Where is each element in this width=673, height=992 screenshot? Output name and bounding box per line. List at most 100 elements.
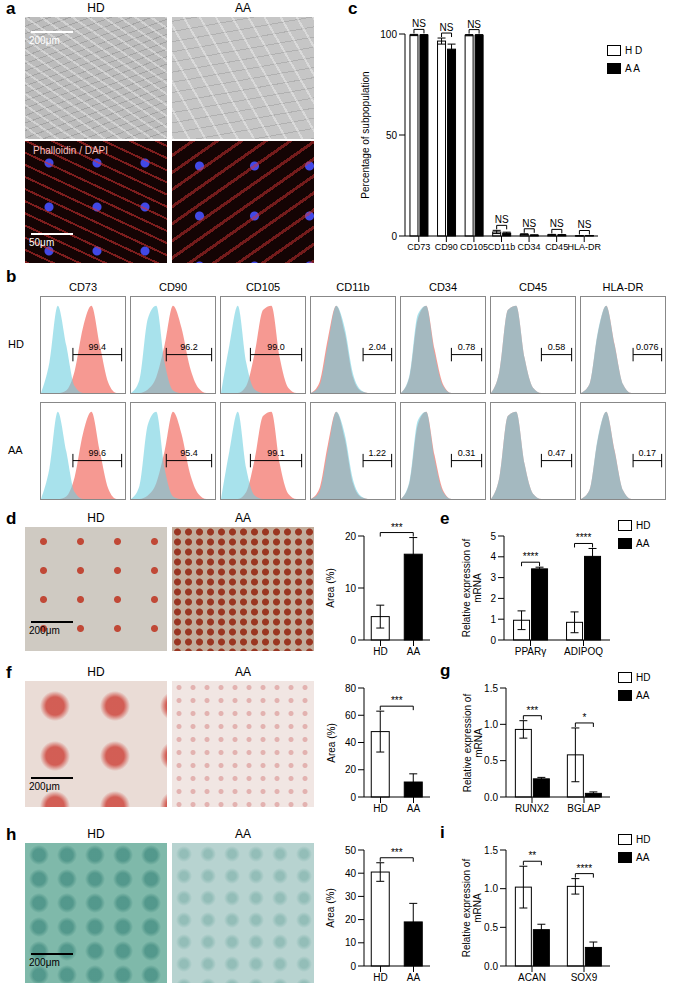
svg-text:1.5: 1.5 <box>484 683 498 694</box>
svg-text:NS: NS <box>440 22 454 33</box>
svg-text:0.076: 0.076 <box>636 342 659 352</box>
svg-text:96.2: 96.2 <box>180 342 198 352</box>
svg-text:50: 50 <box>386 130 398 141</box>
svg-text:AA: AA <box>407 646 421 657</box>
svg-text:HLA-DR: HLA-DR <box>567 242 601 252</box>
svg-text:SOX9: SOX9 <box>571 972 598 983</box>
html-text:AA: AA <box>235 1 251 15</box>
html-text:HD: HD <box>87 827 105 841</box>
svg-text:NS: NS <box>495 214 509 225</box>
svg-text:1.22: 1.22 <box>369 448 387 458</box>
svg-text:40: 40 <box>345 868 357 879</box>
svg-text:ACAN: ACAN <box>518 972 546 983</box>
svg-text:CD11b: CD11b <box>488 242 515 252</box>
svg-text:0.5: 0.5 <box>484 755 498 766</box>
svg-text:1.5: 1.5 <box>484 845 498 856</box>
svg-text:99.1: 99.1 <box>267 448 285 458</box>
html-text:CD90: CD90 <box>158 281 188 293</box>
svg-text:2: 2 <box>490 593 496 604</box>
svg-text:20: 20 <box>345 914 357 925</box>
svg-text:1.0: 1.0 <box>484 883 498 894</box>
html-text:CD34: CD34 <box>428 281 458 293</box>
svg-text:AA: AA <box>407 803 421 814</box>
svg-text:5: 5 <box>490 531 496 542</box>
svg-text:10: 10 <box>345 583 357 594</box>
svg-text:CD73: CD73 <box>407 242 430 252</box>
svg-text:CD105: CD105 <box>460 242 488 252</box>
html-text:HD: HD <box>87 665 105 679</box>
html-text:Relative expression of mRNA: Relative expression of mRNA <box>461 693 483 792</box>
html-text:AA: AA <box>235 827 251 841</box>
html-text:AA: AA <box>235 511 251 525</box>
svg-text:99.0: 99.0 <box>267 342 285 352</box>
svg-text:HD: HD <box>373 803 387 814</box>
svg-text:HD: HD <box>373 972 387 983</box>
svg-text:99.4: 99.4 <box>89 342 107 352</box>
svg-text:CD90: CD90 <box>435 242 458 252</box>
html-text:Relative expression of mRNA: Relative expression of mRNA <box>461 538 483 638</box>
svg-text:***: *** <box>391 695 403 706</box>
html-text:Relative expression of mRNA: Relative expression of mRNA <box>461 858 483 958</box>
html-text:HD: HD <box>87 511 105 525</box>
svg-text:0.47: 0.47 <box>548 448 566 458</box>
svg-text:1: 1 <box>490 614 496 625</box>
svg-text:***: *** <box>391 847 403 858</box>
svg-text:0.5: 0.5 <box>484 922 498 933</box>
svg-text:CD45: CD45 <box>545 242 568 252</box>
svg-text:**: ** <box>528 850 536 861</box>
svg-text:NS: NS <box>412 18 426 29</box>
svg-text:0.0: 0.0 <box>484 792 498 803</box>
svg-text:*: * <box>582 712 586 723</box>
svg-text:0: 0 <box>350 792 356 803</box>
svg-text:95.4: 95.4 <box>180 448 198 458</box>
svg-text:0.31: 0.31 <box>458 448 476 458</box>
html-text:CD105: CD105 <box>245 281 281 293</box>
svg-text:50: 50 <box>345 845 357 856</box>
svg-text:4: 4 <box>490 551 496 562</box>
svg-text:0: 0 <box>350 961 356 972</box>
svg-text:0.58: 0.58 <box>548 342 566 352</box>
svg-text:3: 3 <box>490 572 496 583</box>
svg-text:20: 20 <box>345 764 357 775</box>
svg-text:0.78: 0.78 <box>458 342 476 352</box>
svg-text:NS: NS <box>550 218 564 229</box>
svg-text:BGLAP: BGLAP <box>567 803 601 814</box>
html-text:AA: AA <box>235 665 251 679</box>
svg-text:0: 0 <box>350 635 356 646</box>
svg-text:NS: NS <box>577 219 591 230</box>
svg-text:PPARγ: PPARγ <box>515 646 547 657</box>
svg-text:1.0: 1.0 <box>484 719 498 730</box>
svg-text:60: 60 <box>345 710 357 721</box>
html-text:CD73: CD73 <box>68 281 98 293</box>
svg-text:0: 0 <box>391 231 397 242</box>
svg-text:100: 100 <box>380 29 397 40</box>
html-text:HLA-DR: HLA-DR <box>602 281 644 293</box>
svg-text:****: **** <box>523 551 539 562</box>
svg-text:***: *** <box>391 522 403 533</box>
svg-text:NS: NS <box>522 218 536 229</box>
svg-text:30: 30 <box>345 891 357 902</box>
svg-text:****: **** <box>577 863 593 874</box>
svg-text:****: **** <box>576 532 592 543</box>
html-text:CD45: CD45 <box>518 281 548 293</box>
svg-text:AA: AA <box>407 972 421 983</box>
svg-text:NS: NS <box>467 19 481 30</box>
svg-text:10: 10 <box>345 937 357 948</box>
svg-text:HD: HD <box>373 646 387 657</box>
html-text:Percentage of subpopulation: Percentage of subpopulation <box>359 71 371 199</box>
svg-text:ADIPOQ: ADIPOQ <box>564 646 603 657</box>
html-text:HD: HD <box>8 338 24 350</box>
svg-text:***: *** <box>527 705 539 716</box>
svg-text:99.6: 99.6 <box>89 448 107 458</box>
svg-text:0.17: 0.17 <box>639 448 657 458</box>
html-text:HD: HD <box>87 1 105 15</box>
svg-text:CD34: CD34 <box>518 242 541 252</box>
svg-text:RUNX2: RUNX2 <box>515 803 549 814</box>
html-text:CD11b: CD11b <box>336 281 370 293</box>
svg-text:40: 40 <box>345 737 357 748</box>
svg-text:2.04: 2.04 <box>369 342 387 352</box>
svg-text:0.0: 0.0 <box>484 961 498 972</box>
svg-text:0: 0 <box>490 635 496 646</box>
svg-text:20: 20 <box>345 531 357 542</box>
svg-text:80: 80 <box>345 683 357 694</box>
